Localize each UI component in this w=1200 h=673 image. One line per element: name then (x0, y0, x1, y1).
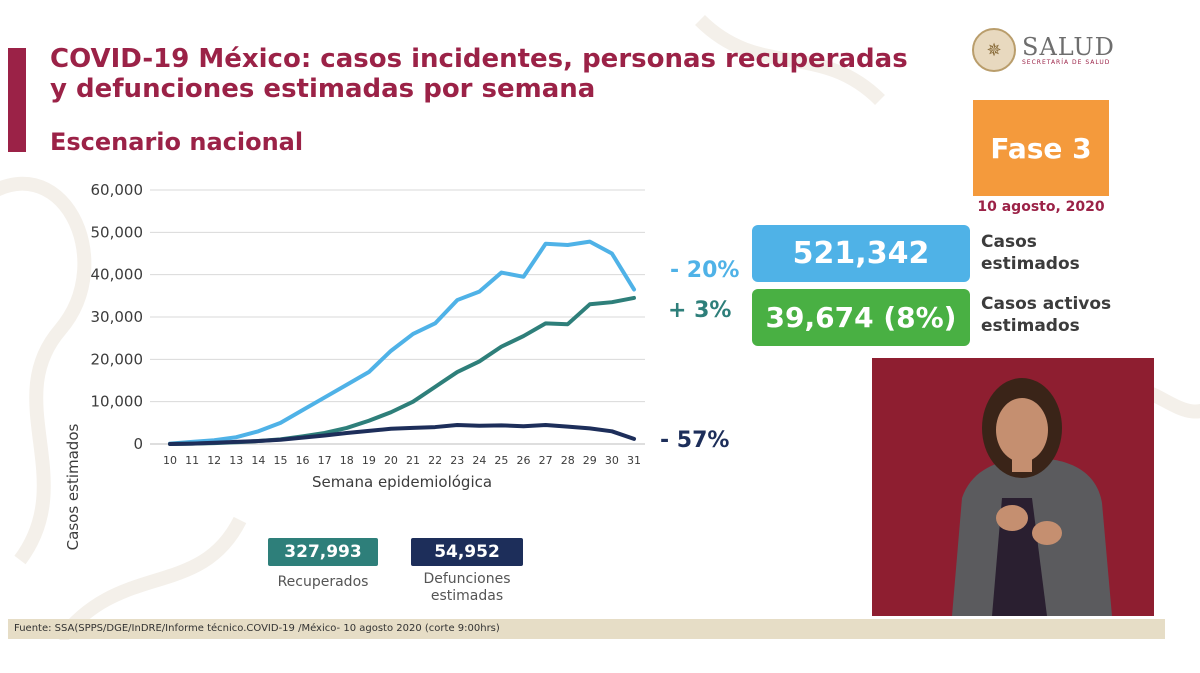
series-line-recovered (168, 295, 636, 446)
recovered-change: + 3% (668, 298, 732, 323)
source-footer: Fuente: SSA(SPPS/DGE/InDRE/Informe técni… (8, 619, 1165, 639)
x-tick-label: 18 (340, 454, 354, 467)
cases-change: - 20% (670, 258, 740, 283)
y-axis-label: Casos estimados (64, 423, 82, 550)
accent-bar (8, 48, 26, 152)
x-tick-label: 30 (605, 454, 619, 467)
y-tick-label: 30,000 (91, 308, 144, 326)
y-tick-label: 60,000 (91, 181, 144, 199)
deaths-caption-line2: estimadas (430, 588, 504, 604)
deaths-change: - 57% (660, 428, 730, 453)
chart-lines (168, 239, 636, 446)
x-axis-ticks: 10 11 12 13 14 15 16 17 18 19 20 21 22 23 24 25 26 27 28 29… (163, 454, 641, 467)
x-tick-label: 27 (539, 454, 553, 467)
x-tick-label: 29 (583, 454, 597, 467)
x-tick-label: 24 (472, 454, 486, 467)
logo-name: SALUD (1022, 32, 1115, 61)
y-tick-label: 50,000 (91, 223, 144, 241)
x-tick-label: 23 (450, 454, 464, 467)
active-cases-label-line1: Casos activos (981, 294, 1112, 314)
x-tick-label: 25 (494, 454, 508, 467)
x-tick-label: 22 (428, 454, 442, 467)
x-tick-label: 11 (185, 454, 199, 467)
x-tick-label: 17 (318, 454, 332, 467)
interpreter-figure-icon (872, 358, 1154, 616)
active-cases-label-line2: estimados (981, 316, 1080, 336)
estimated-cases-label: Casos estimados (981, 231, 1080, 275)
phase-badge: Fase 3 (973, 100, 1109, 196)
x-tick-label: 10 (163, 454, 177, 467)
recovered-badge: 327,993 (268, 538, 378, 566)
deaths-badge: 54,952 (411, 538, 523, 566)
x-axis-label: Semana epidemiológica (312, 473, 492, 491)
x-tick-label: 15 (273, 454, 287, 467)
active-cases-label: Casos activos estimados (981, 293, 1111, 337)
recovered-caption: Recuperados (277, 574, 369, 590)
chart-grid (150, 189, 645, 445)
series-line-deaths (168, 422, 636, 446)
x-tick-label: 20 (384, 454, 398, 467)
x-tick-label: 21 (406, 454, 420, 467)
x-tick-label: 14 (251, 454, 265, 467)
x-tick-label: 28 (561, 454, 575, 467)
estimated-cases-label-line1: Casos (981, 232, 1037, 252)
x-tick-label: 13 (229, 454, 243, 467)
line-chart: 0 10,000 20,000 30,000 40,000 50,000 60,000 10… (64, 181, 645, 550)
salud-logo: ✵ SALUD SECRETARÍA DE SALUD (972, 28, 1115, 72)
x-tick-label: 31 (627, 454, 641, 467)
active-cases-value: 39,674 (8%) (752, 289, 970, 346)
page-title: COVID-19 México: casos incidentes, perso… (50, 44, 908, 104)
estimated-cases-label-line2: estimados (981, 254, 1080, 274)
x-tick-label: 16 (296, 454, 310, 467)
estimated-cases-value: 521,342 (752, 225, 970, 282)
y-tick-label: 0 (133, 435, 143, 453)
sign-language-interpreter-video (872, 358, 1154, 616)
y-tick-label: 40,000 (91, 266, 144, 284)
x-tick-label: 19 (362, 454, 376, 467)
logo-subtitle: SECRETARÍA DE SALUD (1022, 58, 1111, 66)
deaths-caption-line1: Defunciones (423, 571, 511, 587)
y-axis-ticks: 0 10,000 20,000 30,000 40,000 50,000 60,000 (91, 181, 144, 453)
report-date: 10 agosto, 2020 (977, 199, 1105, 215)
x-tick-label: 12 (207, 454, 221, 467)
x-tick-label: 26 (517, 454, 531, 467)
national-seal-icon: ✵ (972, 28, 1016, 72)
series-line-cases (168, 239, 636, 446)
y-tick-label: 10,000 (91, 393, 144, 411)
page-subtitle: Escenario nacional (50, 128, 304, 156)
y-tick-label: 20,000 (91, 350, 144, 368)
deaths-caption: Defunciones estimadas (396, 571, 538, 605)
